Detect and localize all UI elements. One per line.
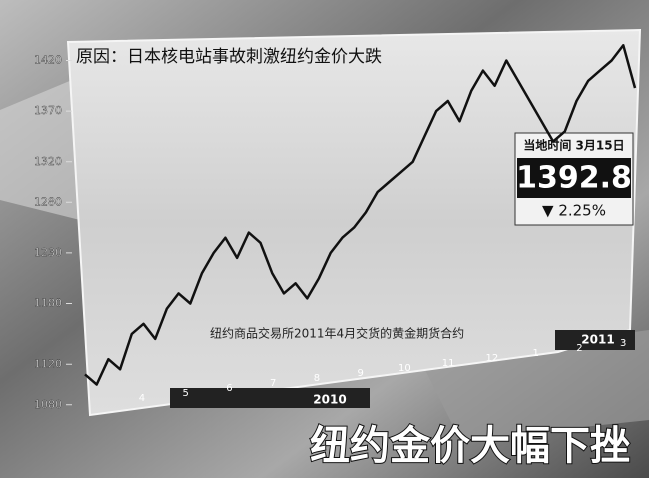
x-tick-label: 6 bbox=[226, 383, 232, 394]
x-tick-label: 3 bbox=[620, 338, 626, 349]
price-date: 当地时间 3月15日 bbox=[523, 138, 624, 153]
price-box: 当地时间 3月15日 1392.8 ▼ 2.25% bbox=[514, 132, 634, 226]
year-label: 2010 bbox=[313, 393, 346, 407]
y-tick-label: 1420 bbox=[34, 54, 62, 67]
x-tick-label: 10 bbox=[398, 363, 411, 374]
y-tick-label: 1320 bbox=[34, 155, 62, 168]
x-tick-label: 9 bbox=[357, 368, 363, 379]
price-change: ▼ 2.25% bbox=[542, 202, 606, 220]
chart-title: 原因：日本核电站事故刺激纽约金价大跌 bbox=[76, 47, 382, 67]
headline: 纽约金价大幅下挫 bbox=[310, 423, 630, 469]
x-tick-label: 12 bbox=[486, 353, 499, 364]
x-tick-label: 7 bbox=[270, 378, 276, 389]
y-tick-label: 1280 bbox=[34, 195, 62, 208]
year-label: 2011 bbox=[581, 333, 614, 347]
price-value: 1392.8 bbox=[516, 161, 632, 196]
x-tick-label: 2 bbox=[576, 343, 582, 354]
x-axis-band bbox=[555, 330, 635, 350]
y-tick-label: 1180 bbox=[34, 297, 62, 310]
price-bg bbox=[517, 158, 631, 198]
x-tick-label: 4 bbox=[139, 393, 145, 404]
chart-note: 纽约商品交易所2011年4月交货的黄金期货合约 bbox=[210, 326, 464, 341]
x-tick-label: 1 bbox=[532, 348, 538, 359]
y-tick-label: 1230 bbox=[34, 246, 62, 259]
y-tick-label: 1370 bbox=[34, 104, 62, 117]
x-tick-label: 11 bbox=[442, 358, 455, 369]
y-tick-label: 1120 bbox=[34, 357, 62, 370]
y-tick-label: 1080 bbox=[34, 398, 62, 411]
price-line bbox=[84, 44, 637, 386]
x-axis-band bbox=[170, 388, 370, 408]
x-tick-label: 5 bbox=[182, 388, 188, 399]
x-tick-label: 8 bbox=[314, 373, 320, 384]
